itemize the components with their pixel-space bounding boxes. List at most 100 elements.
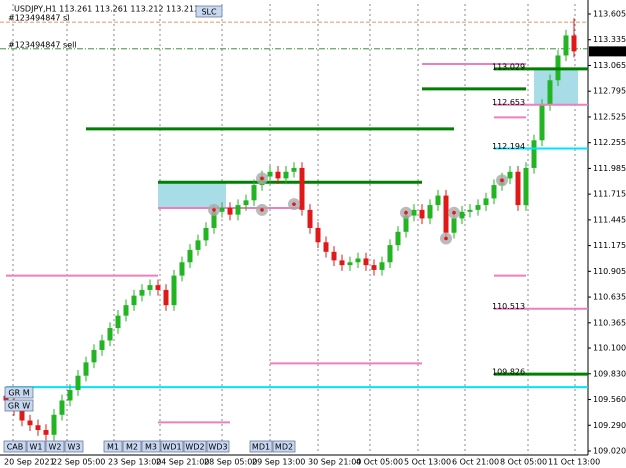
button[interactable]: MD1 (249, 440, 273, 453)
candle-body (539, 105, 545, 141)
candle-body (211, 211, 217, 228)
button-face (249, 440, 273, 453)
candle-body (147, 285, 153, 290)
x-tick-label: 6 Oct 21:00 (452, 458, 499, 467)
candle-body (187, 249, 193, 263)
button-face (45, 440, 65, 453)
candle-body (451, 218, 457, 233)
x-tick-label: 24 Sep 21:00 (156, 458, 209, 467)
button-label: GR M (8, 389, 29, 398)
button-label: WD2 (185, 443, 204, 452)
button-label: WD1 (162, 443, 181, 452)
button-label: W2 (49, 443, 62, 452)
x-tick-label: 23 Sep 13:00 (108, 458, 161, 467)
x-tick-label: 29 Sep 13:00 (252, 458, 305, 467)
button[interactable]: SLC (195, 5, 223, 18)
button[interactable]: WD1 (160, 440, 184, 453)
button[interactable]: GR W (4, 399, 34, 412)
marker-dot (404, 210, 408, 215)
button-label: WD3 (208, 443, 227, 452)
candle-body (35, 425, 41, 431)
candle-body (291, 167, 297, 172)
button[interactable]: CAB (3, 440, 27, 453)
x-tick-label: 22 Sep 05:00 (52, 458, 105, 467)
x-tick-label: 5 Oct 13:00 (404, 458, 451, 467)
candle-body (59, 400, 65, 415)
candle-body (307, 209, 313, 228)
candle-body (115, 315, 121, 329)
candle-body (67, 389, 73, 401)
order-label: #123494847 sell (8, 40, 77, 49)
candle-body (435, 195, 441, 206)
button-face (141, 440, 161, 453)
button[interactable]: M2 (122, 440, 142, 453)
candle-body (323, 242, 329, 252)
current-price-box (589, 46, 626, 57)
y-tick-label: 113.605 (593, 10, 626, 19)
candle-body (283, 171, 289, 179)
button-face (206, 440, 230, 453)
candle-body (411, 209, 417, 216)
candle-body (203, 227, 209, 241)
button-face (4, 386, 34, 399)
level-label: 112.194 (492, 142, 525, 151)
button[interactable]: M3 (141, 440, 161, 453)
candle-body (571, 35, 577, 52)
button[interactable]: W2 (45, 440, 65, 453)
candle-body (275, 171, 281, 179)
y-tick-label: 111.445 (593, 215, 626, 224)
y-tick-label: 109.290 (593, 421, 626, 430)
button-face (64, 440, 84, 453)
candle-body (475, 205, 481, 210)
candle-body (515, 171, 521, 206)
button[interactable]: M1 (103, 440, 123, 453)
level-label: 109.826 (492, 368, 525, 377)
y-tick-label: 113.065 (593, 61, 626, 70)
button[interactable]: MD2 (272, 440, 296, 453)
button-face (26, 440, 46, 453)
candle-body (491, 185, 497, 199)
candle-body (427, 205, 433, 219)
candle-body (91, 349, 97, 363)
current-price-label: 113.213 (592, 47, 625, 56)
button[interactable]: W3 (64, 440, 84, 453)
candle-body (507, 171, 513, 179)
button-label: MD2 (275, 443, 293, 452)
candle-body (547, 80, 553, 106)
button[interactable]: WD3 (206, 440, 230, 453)
candle-body (531, 140, 537, 168)
candle-body (355, 258, 361, 263)
button-label: CAB (7, 443, 24, 452)
candle-body (139, 289, 145, 296)
button[interactable]: W1 (26, 440, 46, 453)
marker-dot (260, 208, 264, 212)
candle-body (227, 207, 233, 215)
button-label: W1 (30, 443, 43, 452)
candle-body (131, 295, 137, 306)
candle-body (371, 265, 377, 270)
button-face (4, 399, 34, 412)
candle-body (75, 375, 81, 390)
candle-body (19, 410, 25, 421)
order-label: #123494847 sl (8, 14, 69, 23)
button-face (103, 440, 123, 453)
candle-body (83, 362, 89, 376)
candle-body (387, 245, 393, 263)
button[interactable]: GR M (4, 386, 34, 399)
button-face (195, 5, 223, 18)
candle-body (99, 340, 105, 350)
marker-dot (444, 236, 448, 241)
chart-title: USDJPY,H1 113.261 113.261 113.212 113.21… (14, 5, 199, 14)
candle-body (179, 262, 185, 276)
candle-body (251, 185, 257, 201)
button[interactable]: WD2 (183, 440, 207, 453)
x-tick-label: 28 Sep 05:00 (204, 458, 257, 467)
button-face (160, 440, 184, 453)
y-tick-label: 111.985 (593, 164, 626, 173)
candle-body (523, 167, 529, 206)
y-tick-label: 112.525 (593, 112, 626, 121)
y-tick-label: 109.560 (593, 395, 626, 404)
candle-body (347, 262, 353, 266)
candle-body (339, 260, 345, 266)
